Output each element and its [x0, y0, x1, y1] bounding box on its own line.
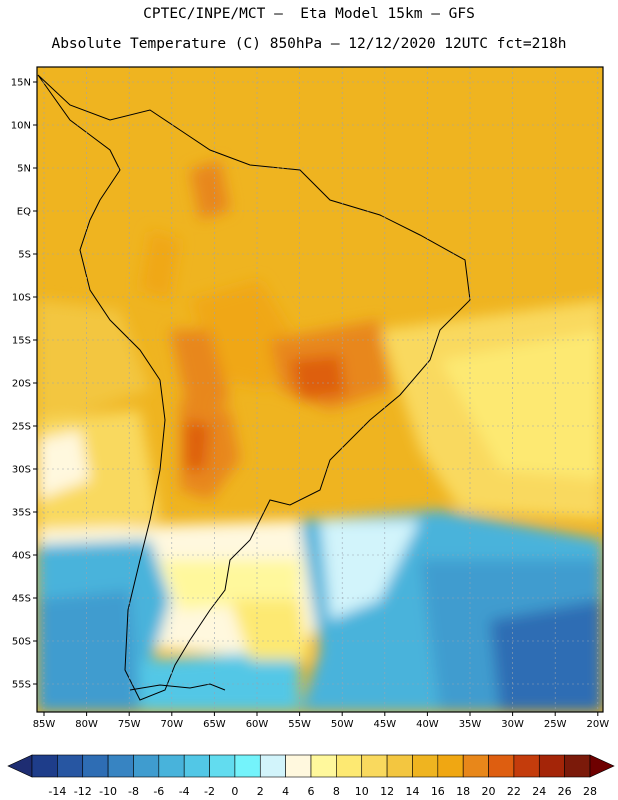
longitude-labels: 85W 80W 75W 70W 65W 60W 55W 50W 45W 40W 35W 30W 25W 2… [33, 712, 609, 730]
colorbar-swatch-17 [462, 754, 489, 778]
colorbar-swatch-13 [361, 754, 388, 778]
colorbar: -14 -12 -10 -8 -6 -4 -2 0 2 4 6 8 10 12 14 16 18 20 22 24 26… [7, 754, 615, 798]
lon-label-6: 55W [288, 719, 311, 730]
colorbar-label-12: 10 [355, 785, 369, 798]
lat-label-4: 5S [18, 250, 31, 261]
colorbar-label-9: 4 [282, 785, 289, 798]
lon-label-5: 60W [246, 719, 269, 730]
colorbar-low-arrow [7, 754, 33, 778]
colorbar-swatch-8 [234, 754, 261, 778]
colorbar-label-13: 12 [380, 785, 394, 798]
colorbar-high-arrow [589, 754, 615, 778]
colorbar-swatch-14 [386, 754, 413, 778]
colorbar-label-4: -6 [153, 785, 164, 798]
lat-label-1: 10N [11, 121, 31, 132]
map-title: CPTEC/INPE/MCT – Eta Model 15km – GFS [143, 6, 475, 22]
lat-label-6: 15S [12, 336, 31, 347]
colorbar-swatch-15 [412, 754, 439, 778]
colorbar-swatch-6 [183, 754, 210, 778]
lon-label-2: 75W [118, 719, 141, 730]
temperature-field [37, 67, 603, 712]
colorbar-label-3: -8 [128, 785, 139, 798]
lon-label-9: 40W [416, 719, 439, 730]
colorbar-swatch-9 [259, 754, 286, 778]
coastline [37, 74, 471, 701]
lat-label-11: 40S [12, 551, 31, 562]
lon-label-7: 50W [331, 719, 354, 730]
lat-label-13: 50S [12, 637, 31, 648]
lon-label-12: 25W [544, 719, 567, 730]
lat-label-8: 25S [12, 422, 31, 433]
lon-label-8: 45W [373, 719, 396, 730]
colorbar-swatch-2 [82, 754, 109, 778]
lon-label-4: 65W [203, 719, 226, 730]
colorbar-label-10: 6 [308, 785, 315, 798]
colorbar-label-21: 28 [583, 785, 597, 798]
colorbar-label-15: 16 [431, 785, 445, 798]
map-frame [36, 66, 604, 713]
colorbar-swatch-7 [209, 754, 236, 778]
colorbar-swatch-11 [310, 754, 337, 778]
colorbar-label-7: 0 [231, 785, 238, 798]
lat-label-0: 15N [11, 78, 31, 89]
lon-label-10: 35W [459, 719, 482, 730]
lat-label-9: 30S [12, 465, 31, 476]
lat-label-10: 35S [12, 508, 31, 519]
colorbar-swatch-5 [158, 754, 185, 778]
colorbar-label-20: 26 [558, 785, 572, 798]
colorbar-swatch-18 [488, 754, 515, 778]
colorbar-swatch-3 [107, 754, 134, 778]
lat-label-5: 10S [12, 293, 31, 304]
colorbar-swatch-19 [513, 754, 540, 778]
lon-label-3: 70W [160, 719, 183, 730]
colorbar-swatch-21 [564, 754, 591, 778]
colorbar-swatch-4 [133, 754, 160, 778]
lat-label-14: 55S [12, 680, 31, 691]
lat-label-7: 20S [12, 379, 31, 390]
lat-label-12: 45S [12, 594, 31, 605]
lon-label-1: 80W [75, 719, 98, 730]
lat-lon-grid [37, 67, 603, 712]
colorbar-label-17: 20 [482, 785, 496, 798]
map-subtitle: Absolute Temperature (C) 850hPa – 12/12/… [51, 36, 567, 52]
lat-label-2: 5N [17, 164, 31, 175]
colorbar-label-6: -2 [204, 785, 215, 798]
colorbar-label-2: -10 [99, 785, 117, 798]
colorbar-swatch-1 [57, 754, 84, 778]
colorbar-label-16: 18 [456, 785, 470, 798]
colorbar-label-19: 24 [532, 785, 546, 798]
lat-label-3: EQ [17, 207, 31, 218]
colorbar-swatch-12 [336, 754, 363, 778]
lon-label-0: 85W [33, 719, 56, 730]
colorbar-swatch-16 [437, 754, 464, 778]
colorbar-label-0: -14 [48, 785, 66, 798]
latitude-labels: 15N 10N 5N EQ 5S 10S 15S 20S 25S 30S 35S 40S 45S 50S 5… [11, 78, 37, 691]
colorbar-label-11: 8 [333, 785, 340, 798]
colorbar-label-14: 14 [405, 785, 419, 798]
colorbar-label-18: 22 [507, 785, 521, 798]
colorbar-swatch-10 [285, 754, 312, 778]
colorbar-swatch-0 [31, 754, 58, 778]
colorbar-swatch-20 [538, 754, 565, 778]
colorbar-label-8: 2 [257, 785, 264, 798]
colorbar-label-5: -4 [179, 785, 190, 798]
lon-label-11: 30W [501, 719, 524, 730]
lon-label-13: 20W [586, 719, 609, 730]
colorbar-label-1: -12 [74, 785, 92, 798]
